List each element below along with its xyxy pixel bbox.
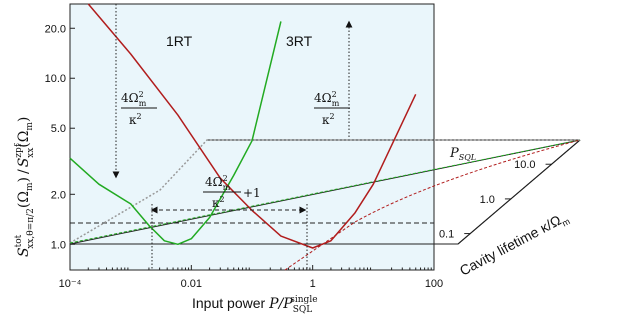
- fraction-plus-one: 4Ω2 m κ2 +1: [203, 174, 261, 210]
- frac-num-sub: m: [223, 183, 231, 192]
- svg-text:κ2: κ2: [212, 195, 225, 210]
- series-layer: [69, 3, 417, 249]
- frac-num: 4Ω: [121, 91, 139, 105]
- frac-num: 4Ω: [314, 91, 332, 105]
- psql-label: PSQL: [449, 146, 476, 162]
- frac-num-sup: 2: [223, 174, 228, 183]
- frac-den: κ: [322, 113, 330, 127]
- y-tick-label: 20.0: [45, 23, 66, 35]
- x-tick-label: 0.01: [181, 278, 202, 290]
- y-axis-label: Stot xx,θ=π/2(Ωm)/Szpf xx(Ωm): [14, 117, 36, 257]
- green-floor-projection: [69, 139, 581, 244]
- frac-den-sup: 2: [137, 112, 142, 121]
- psql-curve: [69, 139, 580, 244]
- frac-num-sup: 2: [139, 90, 144, 99]
- fraction-3rt: 4Ω2 m κ2: [314, 90, 350, 127]
- x-tick-label: 100: [425, 278, 443, 290]
- frac-den: κ: [212, 196, 220, 210]
- frac-den-sup: 2: [220, 195, 225, 204]
- z-axis-label: Cavity lifetime κ/Ωm: [457, 208, 572, 281]
- z-axis-line: [457, 139, 581, 245]
- frac-num: 4Ω: [205, 175, 223, 189]
- label-1rt: 1RT: [166, 33, 193, 49]
- x-axis-label: Input power P/PSQLsingle: [192, 295, 318, 315]
- axis-ticks: 10⁻⁴ 0.01 1 100 1.0 2.0 5.0 10.0 20.0 0.1 1.0 10.0: [45, 23, 552, 290]
- frac-num-sub: m: [332, 99, 340, 108]
- y-tick-label: 5.0: [51, 123, 66, 135]
- y-tick-label: 2.0: [51, 189, 66, 201]
- x-tick-label: 10⁻⁴: [59, 278, 82, 290]
- series-line-1rt: [69, 21, 282, 246]
- red-floor-projection: [284, 139, 581, 271]
- svg-text:κ2: κ2: [322, 112, 335, 127]
- frac-plus: +1: [243, 186, 261, 200]
- svg-text:κ2: κ2: [129, 112, 142, 127]
- guide-lines: [112, 4, 353, 270]
- z-tick-label: 10.0: [514, 159, 535, 171]
- frac-num-sup: 2: [332, 90, 337, 99]
- z-tick-label: 0.1: [439, 229, 454, 241]
- y-tick-label: 10.0: [45, 73, 66, 85]
- y-tick-label: 1.0: [51, 239, 66, 251]
- plot-area: [69, 3, 435, 271]
- label-3rt: 3RT: [286, 33, 313, 49]
- frac-den: κ: [129, 113, 137, 127]
- fraction-1rt: 4Ω2 m κ2: [121, 90, 157, 127]
- frac-den-sup: 2: [330, 112, 335, 121]
- x-tick-label: 1: [310, 278, 316, 290]
- frac-num-sub: m: [139, 99, 147, 108]
- series-line-3rt: [87, 3, 417, 249]
- z-tick-label: 1.0: [480, 194, 495, 206]
